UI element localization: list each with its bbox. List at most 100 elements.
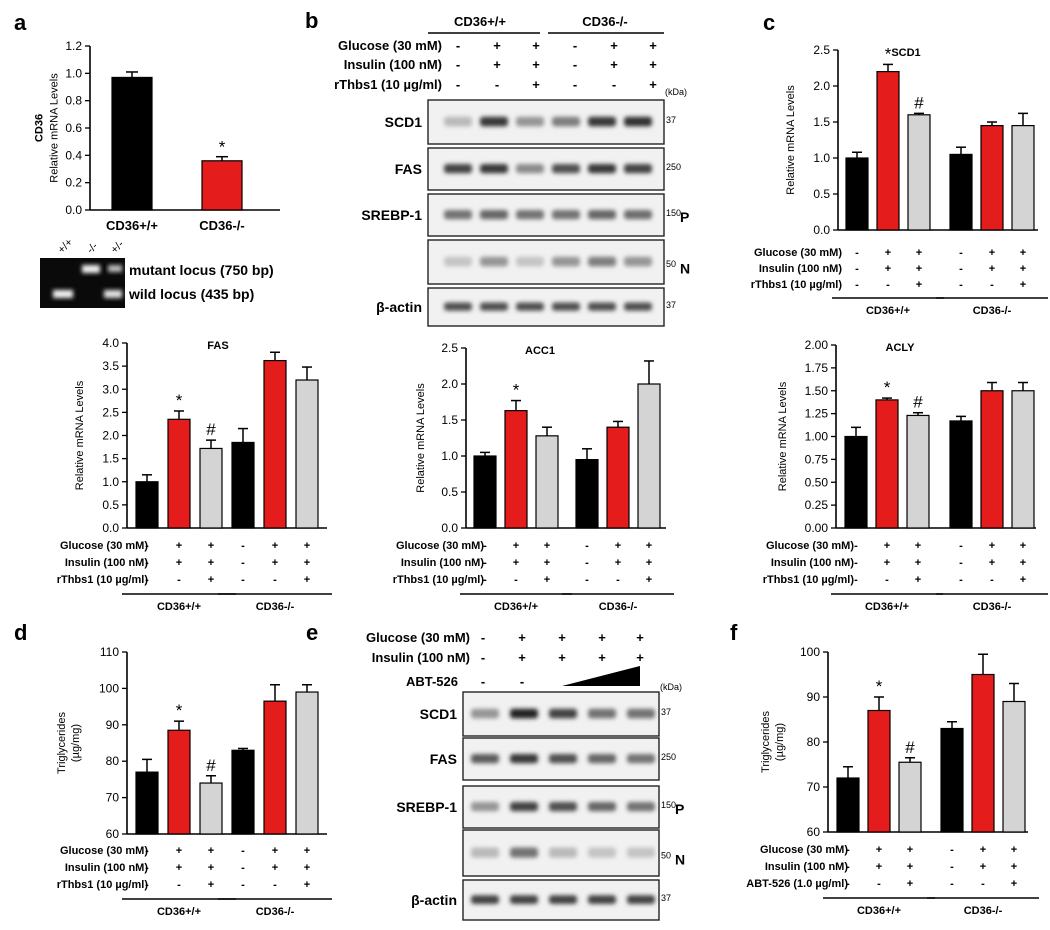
blot-band (480, 209, 508, 220)
treatment-sign: + (649, 77, 657, 92)
blot-band (480, 302, 508, 311)
y-tick-label: 2.0 (441, 377, 458, 391)
treatment-sign: - (145, 879, 149, 891)
y-tick-label: 1.0 (102, 475, 119, 489)
blot-band (588, 801, 616, 812)
treatment-sign: + (610, 38, 618, 53)
blot-band (588, 163, 616, 174)
treatment-label: Glucose (30 mM) (754, 247, 842, 259)
bar (844, 435, 868, 529)
treatment-label: Glucose (30 mM) (60, 540, 148, 552)
group-label: CD36-/- (973, 305, 1012, 317)
blot-band (624, 116, 652, 127)
bar (980, 124, 1004, 231)
treatment-sign: + (208, 879, 214, 891)
treatment-sign: - (585, 540, 589, 552)
blot-band (444, 256, 472, 267)
y-axis-label: Relative mRNA Levels (785, 85, 797, 195)
kda-marker: 250 (661, 752, 676, 762)
treatment-sign: + (1020, 247, 1026, 259)
bar (898, 761, 922, 833)
group-label: CD36+/+ (157, 906, 201, 918)
treatment-sign: + (1020, 557, 1026, 569)
kda-header: (kDa) (660, 682, 682, 692)
group-label: CD36-/- (256, 906, 295, 918)
bar (575, 459, 599, 529)
blot-band (588, 753, 616, 764)
y-tick-label: 1.5 (102, 452, 119, 466)
group-label: CD36-/- (599, 601, 638, 613)
chart-f: 60 70 80 90 100 Triglycerides (µg/mg) * # (760, 645, 1028, 839)
treatment-sign: - (959, 247, 963, 259)
treatment-sign: - (241, 557, 245, 569)
gel-band (53, 290, 73, 298)
treatment-sign: - (981, 878, 985, 890)
group-label: CD36-/- (964, 905, 1003, 917)
y-tick-label: 0.50 (805, 475, 829, 489)
treatment-label: Glucose (30 mM) (60, 845, 148, 857)
treatment-sign: - (959, 540, 963, 552)
treatment-sign: - (177, 879, 181, 891)
significance-mark: * (876, 677, 883, 696)
group-label: CD36+/+ (494, 601, 538, 613)
y-axis-label: CD36 (34, 114, 46, 142)
bar (199, 447, 223, 529)
treatment-sign: + (915, 574, 921, 586)
y-tick-label: 0.8 (65, 94, 82, 108)
treatment-sign: + (884, 540, 890, 552)
y-axis-label: Relative mRNA Levels (74, 380, 86, 490)
blot-band (516, 302, 544, 311)
bar (135, 771, 159, 835)
treatment-sign: + (876, 844, 882, 856)
blot-band (588, 256, 616, 267)
panel-label-a: a (14, 10, 27, 35)
blot-band (549, 847, 577, 858)
treatment-table-c: Glucose (30 mM) - + + - + + Insulin (100 nM) - + +… (751, 247, 1048, 317)
y-axis-label-group: Relative mRNA Levels (777, 381, 789, 491)
blot-band (471, 847, 499, 858)
treatment-sign: + (1020, 279, 1026, 291)
dose-gradient-wedge (562, 666, 640, 686)
blot-band (516, 256, 544, 267)
blot-band (510, 895, 538, 904)
treatment-sign: - (885, 574, 889, 586)
significance-mark: # (206, 420, 216, 439)
blot-band (444, 209, 472, 220)
treatment-sign: + (304, 879, 310, 891)
treatment-sign: + (513, 557, 519, 569)
y-tick-label: 1.25 (805, 407, 829, 421)
y-tick-label: 2.5 (102, 405, 119, 419)
treatment-label: Glucose (30 mM) (338, 38, 442, 53)
treatment-sign: + (615, 557, 621, 569)
treatment-sign: + (272, 862, 278, 874)
treatment-sign: + (532, 57, 540, 72)
protein-label: FAS (430, 751, 457, 767)
treatment-sign: - (145, 845, 149, 857)
gel-band-label: wild locus (435 bp) (128, 286, 254, 302)
treatment-sign: - (886, 279, 890, 291)
bar (907, 114, 931, 231)
treatment-sign: - (854, 557, 858, 569)
treatment-sign: + (544, 574, 550, 586)
bar (876, 70, 900, 231)
treatment-label: Insulin (100 nM) (65, 862, 148, 874)
blot-band (510, 708, 538, 719)
treatment-sign: - (145, 862, 149, 874)
treatment-sign: - (950, 861, 954, 873)
treatment-sign: + (493, 38, 501, 53)
treatment-sign: - (241, 879, 245, 891)
treatment-sign: - (177, 574, 181, 586)
treatment-sign: + (304, 540, 310, 552)
blot-band (588, 847, 616, 858)
blot-band (627, 895, 655, 904)
blot-band (471, 895, 499, 904)
treatment-sign: + (513, 540, 519, 552)
treatment-sign: - (481, 674, 485, 689)
lane-label-group: +/+ (56, 236, 76, 256)
group-header: CD36+/+ (454, 14, 506, 29)
treatment-sign: - (573, 77, 577, 92)
treatment-sign: - (483, 557, 487, 569)
blot-band (471, 753, 499, 764)
bar (980, 390, 1004, 529)
